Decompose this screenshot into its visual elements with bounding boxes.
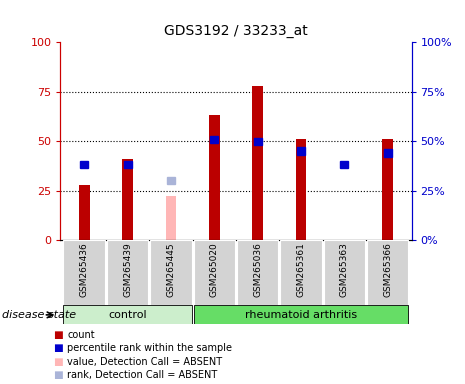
Text: value, Detection Call = ABSENT: value, Detection Call = ABSENT	[67, 357, 223, 367]
Text: rheumatoid arthritis: rheumatoid arthritis	[245, 310, 357, 320]
Text: disease state: disease state	[2, 310, 76, 320]
Bar	[237, 240, 279, 305]
Text: GSM265363: GSM265363	[340, 243, 349, 298]
Text: percentile rank within the sample: percentile rank within the sample	[67, 343, 232, 353]
Text: ■: ■	[53, 343, 63, 353]
Bar	[166, 197, 176, 240]
Bar	[107, 240, 148, 305]
Bar	[296, 139, 306, 240]
Bar	[367, 240, 408, 305]
Text: GSM265036: GSM265036	[253, 243, 262, 298]
Text: ■: ■	[53, 357, 63, 367]
Text: GSM265436: GSM265436	[80, 243, 89, 297]
Bar	[150, 240, 192, 305]
Text: ■: ■	[53, 330, 63, 340]
Text: GSM265020: GSM265020	[210, 243, 219, 297]
Bar	[382, 139, 393, 240]
Text: GSM265366: GSM265366	[383, 243, 392, 298]
Bar	[124, 161, 132, 169]
Text: ■: ■	[53, 370, 63, 380]
Text: count: count	[67, 330, 95, 340]
Bar	[209, 116, 220, 240]
Bar	[64, 240, 105, 305]
Text: control: control	[108, 310, 147, 320]
Bar	[324, 240, 365, 305]
Text: rank, Detection Call = ABSENT: rank, Detection Call = ABSENT	[67, 370, 218, 380]
Text: GSM265361: GSM265361	[297, 243, 306, 298]
Title: GDS3192 / 33233_at: GDS3192 / 33233_at	[164, 25, 308, 38]
Bar	[193, 305, 408, 324]
Bar	[297, 147, 305, 155]
Bar	[280, 240, 322, 305]
Text: GSM265445: GSM265445	[166, 243, 175, 297]
Text: GSM265439: GSM265439	[123, 243, 132, 297]
Bar	[80, 161, 88, 169]
Bar	[384, 149, 392, 157]
Bar	[79, 185, 90, 240]
Bar	[252, 86, 263, 240]
Bar	[340, 161, 348, 169]
Bar	[211, 136, 218, 143]
Bar	[64, 305, 192, 324]
Bar	[193, 240, 235, 305]
Bar	[122, 159, 133, 240]
Bar	[254, 137, 261, 145]
Bar	[167, 177, 175, 184]
